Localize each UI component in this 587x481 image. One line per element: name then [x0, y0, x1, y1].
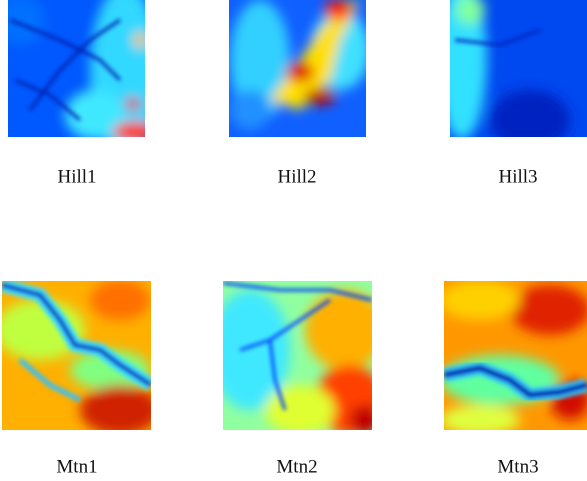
heightmap-image	[437, 0, 587, 150]
image-label: Hill1	[57, 166, 96, 187]
image-label: Mtn3	[497, 456, 538, 477]
heightmap-image	[440, 280, 587, 435]
heightmap-image	[229, 0, 370, 137]
image-label: Hill3	[498, 166, 537, 187]
heightmap-image	[210, 281, 385, 435]
image-label: Mtn2	[276, 456, 317, 477]
heightmap-image	[0, 0, 160, 155]
page: Hill1 Hill2 Hill3 Mtn1 Mtn2 Mtn3 (() => …	[0, 0, 587, 481]
figure: Hill1 Hill2 Hill3 Mtn1 Mtn2 Mtn3	[0, 0, 587, 481]
image-label: Hill2	[277, 166, 316, 187]
image-label: Mtn1	[56, 456, 97, 477]
heightmap-image	[0, 280, 160, 435]
